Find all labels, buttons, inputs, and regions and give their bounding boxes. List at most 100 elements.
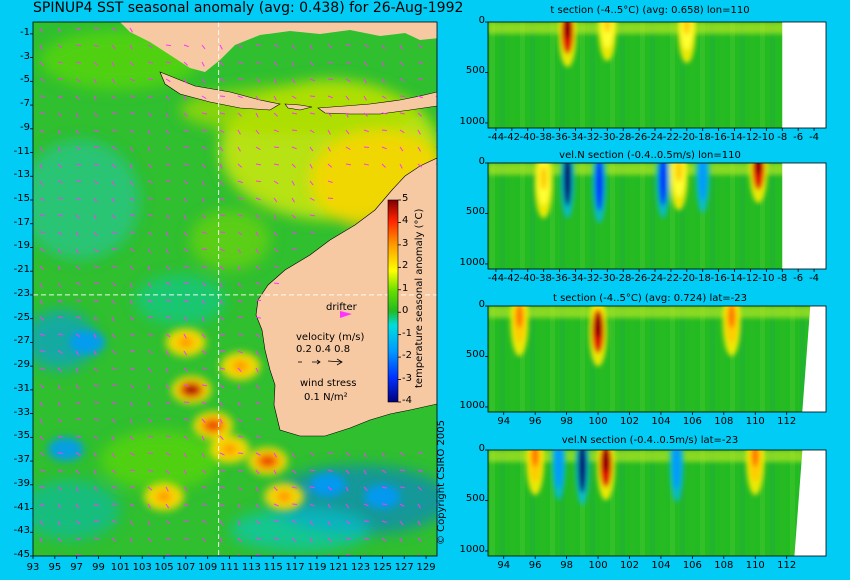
map-y-tick-label: -39 <box>13 477 30 489</box>
section-y-tick-label: 500 <box>465 493 485 505</box>
velocity-arrow <box>399 129 405 134</box>
map-coldspot <box>364 484 401 509</box>
velocity-arrow <box>219 367 225 370</box>
velocity-arrow <box>237 180 243 184</box>
velocity-arrow <box>345 469 350 475</box>
velocity-arrow <box>93 129 99 133</box>
velocity-arrow <box>273 231 278 237</box>
velocity-arrow <box>39 61 44 66</box>
velocity-arrow <box>183 248 189 252</box>
velocity-arrow <box>57 503 62 509</box>
drifter-icon <box>340 311 352 318</box>
map-y-tick-label: -5 <box>20 74 30 86</box>
section-x-tick-label: -26 <box>630 132 648 143</box>
section-hotspot <box>752 163 765 191</box>
section-x-tick-label: -6 <box>793 273 804 284</box>
velocity-arrow <box>147 401 152 407</box>
velocity-arrow <box>75 231 79 237</box>
velocity-arrow <box>129 163 133 169</box>
section-stripe <box>560 450 565 556</box>
velocity-arrow <box>363 146 370 149</box>
drifter-label: drifter <box>326 302 357 313</box>
velocity-arrow <box>399 78 405 82</box>
velocity-arrow <box>75 163 82 166</box>
velocity-arrow <box>327 146 331 152</box>
section-stripe <box>760 22 765 128</box>
section-surface-band <box>488 22 826 34</box>
velocity-arrow <box>129 78 135 82</box>
section-hotspot-core <box>675 163 683 183</box>
velocity-arrow <box>147 469 153 472</box>
section-x-tick-label: -34 <box>567 273 584 284</box>
map-x-tick-label: 109 <box>198 562 218 573</box>
velocity-arrow <box>327 129 331 135</box>
velocity-arrow <box>183 95 187 101</box>
section-x-tick-label: 96 <box>528 560 542 571</box>
map-x-tick-label: 113 <box>241 562 261 573</box>
velocity-arrow <box>57 520 61 526</box>
section-x-tick-label: -20 <box>678 132 695 143</box>
velocity-arrow <box>39 44 43 50</box>
velocity-arrow <box>75 316 81 319</box>
velocity-arrow <box>201 265 207 268</box>
velocity-arrow <box>93 503 99 507</box>
section-stripe <box>630 306 635 412</box>
velocity-arrow <box>435 112 437 117</box>
velocity-arrow <box>255 299 262 302</box>
velocity-arrow <box>93 384 99 387</box>
section-stripe <box>580 306 585 412</box>
section-stripe <box>650 450 655 556</box>
velocity-arrow <box>165 401 171 405</box>
section-x-tick-label: -36 <box>551 132 568 143</box>
velocity-arrow <box>147 486 153 491</box>
velocity-arrow <box>147 61 153 64</box>
velocity-arrow <box>111 61 115 67</box>
velocity-arrow <box>255 61 262 64</box>
velocity-arrow <box>147 418 153 423</box>
velocity-arrow <box>399 163 403 169</box>
velocity-arrow <box>219 112 226 115</box>
velocity-arrow <box>183 537 190 540</box>
velocity-arrow <box>255 95 260 101</box>
section-y-tick-label: 0 <box>478 443 485 454</box>
velocity-arrow <box>39 350 46 353</box>
section-stripe <box>500 22 505 128</box>
section-coldspot <box>563 163 572 207</box>
velocity-arrow <box>57 265 61 271</box>
velocity-arrow <box>75 401 81 405</box>
section-x-tick-label: -42 <box>503 273 521 284</box>
map-x-tick-label: 125 <box>372 562 392 573</box>
velocity-arrow <box>219 95 226 98</box>
velocity-arrow <box>345 95 350 101</box>
velocity-arrow <box>273 112 279 117</box>
velocity-arrow <box>39 401 44 407</box>
velocity-arrow <box>129 112 136 115</box>
velocity-arrow <box>327 469 333 472</box>
velocity-arrow <box>381 503 388 506</box>
velocity-arrow <box>327 452 334 455</box>
section-features <box>526 450 765 506</box>
velocity-arrow <box>255 214 260 219</box>
section-surface-band <box>488 450 826 462</box>
velocity-arrow <box>435 129 437 133</box>
section-stripe <box>720 306 725 412</box>
velocity-arrow <box>291 537 297 542</box>
section-stripe <box>500 163 505 269</box>
velocity-arrow <box>165 503 170 509</box>
section-y-tick-label: 1000 <box>459 543 485 555</box>
velocity-arrow <box>255 537 261 540</box>
velocity-arrow <box>237 248 242 254</box>
velocity-arrow <box>75 112 79 118</box>
velocity-arrow <box>291 469 297 474</box>
velocity-arrow <box>39 78 45 82</box>
map-y-tick-label: -15 <box>13 193 30 204</box>
velocity-arrow <box>39 180 44 186</box>
velocity-arrow <box>309 214 316 217</box>
velocity-arrow <box>345 61 352 64</box>
section-x-tick-label: -18 <box>694 273 711 284</box>
velocity-arrow <box>237 146 241 152</box>
velocity-arrow <box>129 214 136 217</box>
velocity-arrow <box>417 452 424 455</box>
section-features <box>558 22 696 68</box>
section-features <box>534 163 768 224</box>
